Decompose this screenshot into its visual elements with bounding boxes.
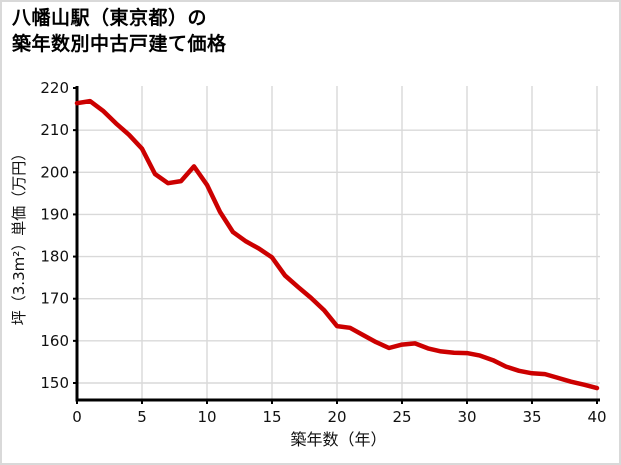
x-tick-label: 30 xyxy=(457,408,476,426)
chart-title-line2: 築年数別中古戸建て価格 xyxy=(12,32,227,55)
price-line xyxy=(74,98,600,391)
chart-title: 八幡山駅（東京都）の 築年数別中古戸建て価格 xyxy=(12,6,227,57)
y-tick-label: 180 xyxy=(40,248,69,266)
y-tick-label: 220 xyxy=(40,79,69,97)
x-tick-label: 10 xyxy=(197,408,216,426)
y-tick-label: 210 xyxy=(40,121,69,139)
y-tick-label: 170 xyxy=(40,290,69,308)
chart-title-line1: 八幡山駅（東京都）の xyxy=(12,7,208,29)
y-tick-label: 200 xyxy=(40,163,69,181)
y-tick-label: 160 xyxy=(40,332,69,350)
y-tick-label: 190 xyxy=(40,205,69,223)
x-tick-label: 15 xyxy=(262,408,281,426)
y-tick-label: 150 xyxy=(40,374,69,392)
x-axis-title: 築年数（年） xyxy=(290,430,386,449)
y-axis-title: 坪（3.3m²）単価（万円） xyxy=(10,146,28,325)
x-tick-label: 0 xyxy=(72,408,82,426)
x-tick-label: 40 xyxy=(587,408,606,426)
x-tick-label: 5 xyxy=(137,408,147,426)
x-tick-label: 25 xyxy=(392,408,411,426)
x-tick-label: 20 xyxy=(327,408,346,426)
x-tick-label: 35 xyxy=(522,408,541,426)
